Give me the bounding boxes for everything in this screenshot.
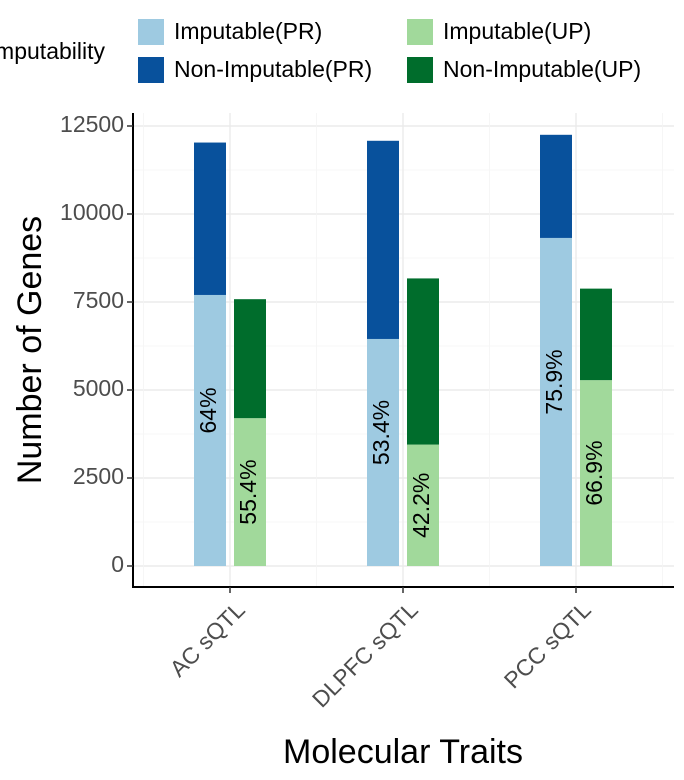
bar-imputable-up [234,418,266,566]
bar-non-imputable-pr [540,134,572,238]
bar-non-imputable-pr [194,142,226,295]
x-tick-label: DLPFC sQTL [307,596,423,712]
x-ticks: AC sQTL DLPFC sQTL PCC sQTL [165,587,596,712]
y-ticks: 0 2500 5000 7500 10000 12500 [60,111,133,577]
legend-label: Non-Imputable(PR) [174,56,372,82]
percent-label: 64% [195,387,221,433]
x-tick-label: AC sQTL [165,596,250,681]
bar-imputable-pr [194,294,226,566]
bar-non-imputable-up [234,299,266,419]
y-tick-label: 2500 [73,463,124,489]
legend-swatch [407,57,433,83]
y-tick-label: 7500 [73,287,124,313]
legend-label: Imputable(PR) [174,18,322,44]
percent-label: 66.9% [581,440,607,505]
bar-non-imputable-up [407,278,439,445]
legend-label: Imputable(UP) [443,18,591,44]
percent-label: 75.9% [541,349,567,414]
legend-label: Non-Imputable(UP) [443,56,641,82]
y-tick-label: 0 [111,551,124,577]
bar-non-imputable-up [580,288,612,381]
y-tick-label: 10000 [60,199,124,225]
data-labels: 64% 53.4% 75.9% 55.4% 42.2% 66.9% [195,349,607,538]
bar-imputable-up [580,380,612,566]
legend: Imputability Imputable(PR) Imputable(UP) N… [0,18,641,83]
legend-swatch [138,19,164,45]
bars [194,134,612,566]
legend-title: Imputability [0,38,105,64]
x-tick-label: PCC sQTL [499,596,596,693]
percent-label: 42.2% [408,473,434,538]
x-axis-title: Molecular Traits [283,733,523,771]
y-axis-title: Number of Genes [11,216,49,484]
y-tick-label: 5000 [73,375,124,401]
legend-swatch [407,19,433,45]
bar-imputable-pr [540,237,572,566]
bar-imputable-up [407,444,439,566]
bar-imputable-pr [367,338,399,566]
percent-label: 55.4% [235,459,261,524]
y-tick-label: 12500 [60,111,124,137]
bar-non-imputable-pr [367,140,399,339]
percent-label: 53.4% [368,400,394,465]
legend-swatch [138,57,164,83]
